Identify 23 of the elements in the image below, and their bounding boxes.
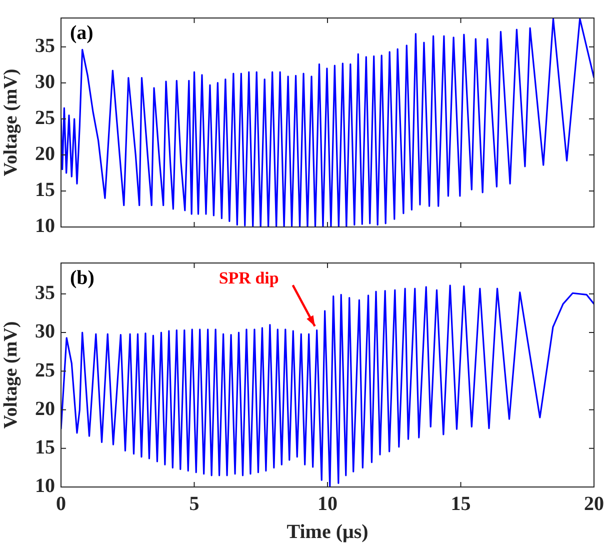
y-axis-title: Voltage (mV) xyxy=(0,68,22,176)
x-tick-label: 20 xyxy=(584,493,604,516)
y-tick-label: 35 xyxy=(35,282,55,304)
x-tick-label: 10 xyxy=(318,493,338,516)
annotation: (b) xyxy=(70,267,94,290)
y-tick-label: 10 xyxy=(35,475,55,498)
y-tick-label: 30 xyxy=(35,71,55,94)
y-tick-label: 20 xyxy=(35,143,55,166)
y-tick-label: 15 xyxy=(35,436,55,459)
y-tick-label: 30 xyxy=(35,320,55,343)
x-tick-label: 15 xyxy=(450,493,471,516)
y-axis-title: Voltage (mV) xyxy=(0,321,22,429)
y-tick-label: 20 xyxy=(35,398,55,420)
y-tick-label: 10 xyxy=(35,215,55,238)
x-tick-label: 0 xyxy=(56,493,66,516)
x-axis-title: Time (μs) xyxy=(286,521,368,544)
x-tick-label: 5 xyxy=(189,493,200,516)
y-tick-label: 15 xyxy=(35,179,55,202)
y-tick-label: 25 xyxy=(35,107,55,130)
annotation: (a) xyxy=(70,22,94,44)
annotation: SPR dip xyxy=(218,268,279,288)
y-tick-label: 35 xyxy=(35,35,55,57)
y-tick-label: 25 xyxy=(35,359,55,382)
